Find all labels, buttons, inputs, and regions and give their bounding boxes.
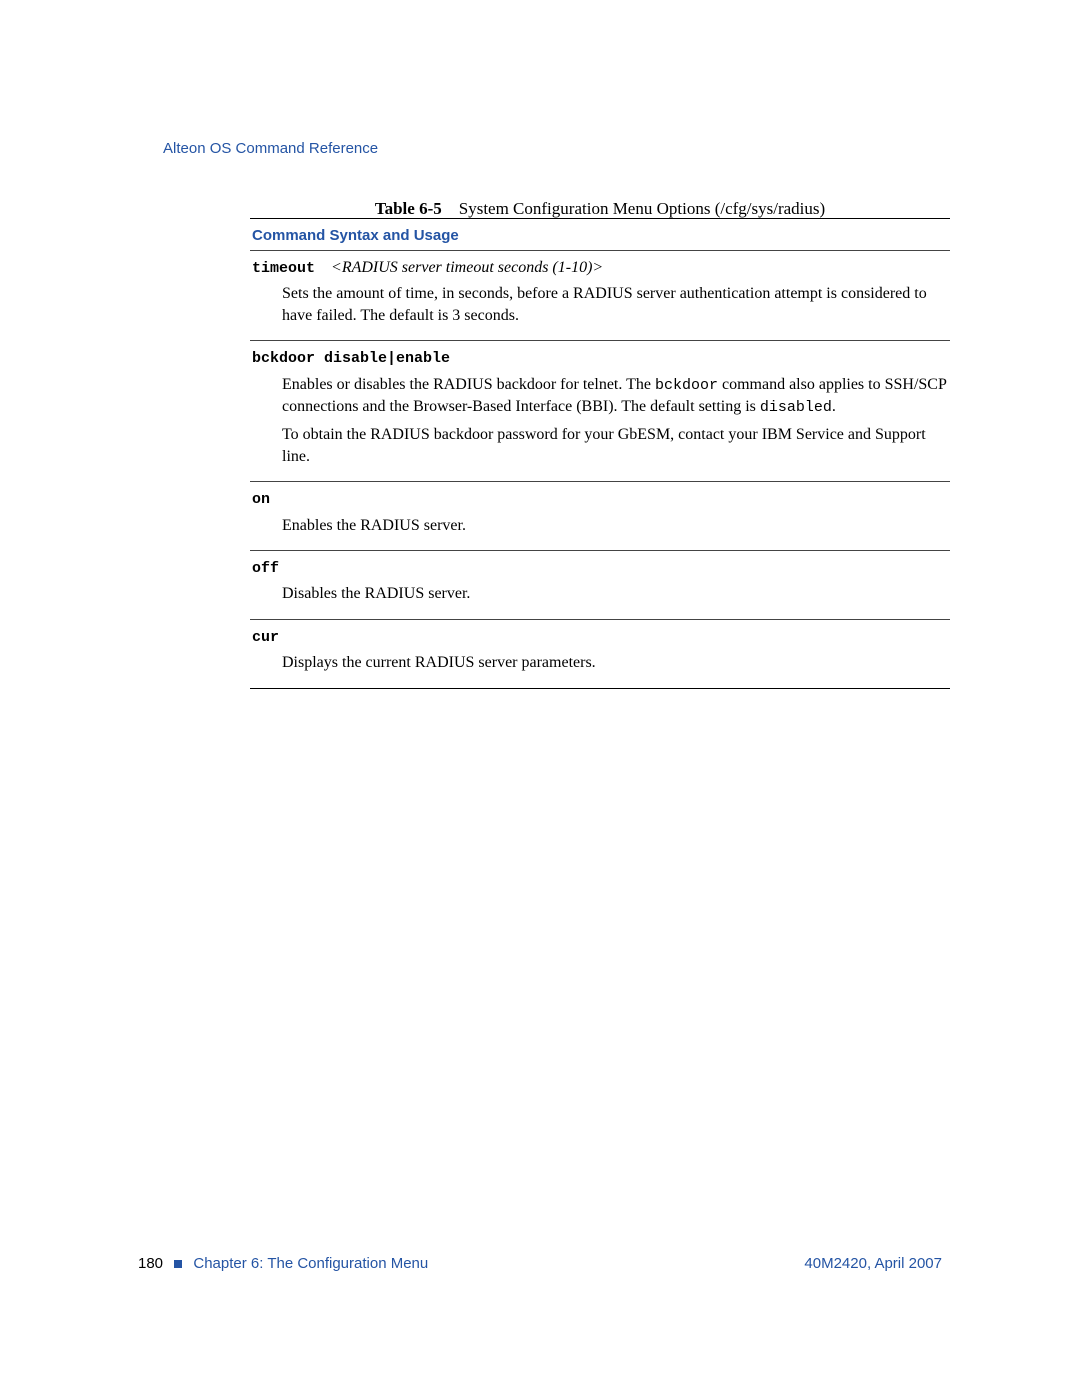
- description-text: Sets the amount of time, in seconds, bef…: [282, 283, 948, 326]
- column-heading: Command Syntax and Usage: [250, 219, 950, 250]
- command-name: off: [252, 560, 279, 577]
- command-name: cur: [252, 629, 279, 646]
- command-description: Disables the RADIUS server.: [282, 583, 948, 605]
- rule-bottom: [250, 688, 950, 689]
- desc-fragment: Enables or disables the RADIUS backdoor …: [282, 376, 655, 393]
- document-page: Alteon OS Command Reference Table 6-5 Sy…: [0, 0, 1080, 1397]
- description-text: To obtain the RADIUS backdoor password f…: [282, 424, 948, 467]
- page-footer: 180 Chapter 6: The Configuration Menu 40…: [138, 1255, 942, 1272]
- command-entry: cur Displays the current RADIUS server p…: [250, 620, 950, 688]
- command-entry: bckdoor disable|enable Enables or disabl…: [250, 341, 950, 481]
- desc-mono: disabled: [760, 399, 832, 416]
- command-name: timeout: [252, 260, 315, 277]
- description-text: Enables the RADIUS server.: [282, 515, 948, 537]
- command-entry: on Enables the RADIUS server.: [250, 482, 950, 550]
- doc-reference: 40M2420, April 2007: [804, 1255, 942, 1272]
- footer-left: 180 Chapter 6: The Configuration Menu: [138, 1255, 428, 1272]
- description-text: Disables the RADIUS server.: [282, 583, 948, 605]
- description-text: Enables or disables the RADIUS backdoor …: [282, 374, 948, 419]
- command-description: Displays the current RADIUS server param…: [282, 652, 948, 674]
- footer-square-icon: [174, 1260, 182, 1268]
- command-name: on: [252, 491, 270, 508]
- table-title: System Configuration Menu Options (/cfg/…: [459, 199, 825, 218]
- desc-mono: bckdoor: [655, 377, 718, 394]
- command-arg-close: >: [592, 259, 603, 276]
- desc-fragment: .: [832, 398, 836, 415]
- page-number: 180: [138, 1255, 163, 1272]
- table-caption: Table 6-5 System Configuration Menu Opti…: [250, 199, 950, 219]
- chapter-name: Chapter 6: The Configuration Menu: [193, 1255, 428, 1272]
- running-header: Alteon OS Command Reference: [163, 140, 378, 157]
- command-entry: off Disables the RADIUS server.: [250, 551, 950, 619]
- command-description: Enables or disables the RADIUS backdoor …: [282, 374, 948, 468]
- command-table: Command Syntax and Usage timeout <RADIUS…: [250, 218, 950, 689]
- command-description: Sets the amount of time, in seconds, bef…: [282, 283, 948, 326]
- command-arg-open: <: [331, 259, 342, 276]
- description-text: Displays the current RADIUS server param…: [282, 652, 948, 674]
- command-entry: timeout <RADIUS server timeout seconds (…: [250, 251, 950, 340]
- command-arg: RADIUS server timeout seconds (1-10): [342, 259, 593, 276]
- footer-right: 40M2420, April 2007: [804, 1255, 942, 1272]
- command-name: bckdoor disable|enable: [252, 350, 450, 367]
- header-title: Alteon OS Command Reference: [163, 140, 378, 157]
- command-description: Enables the RADIUS server.: [282, 515, 948, 537]
- table-label: Table 6-5: [375, 199, 442, 218]
